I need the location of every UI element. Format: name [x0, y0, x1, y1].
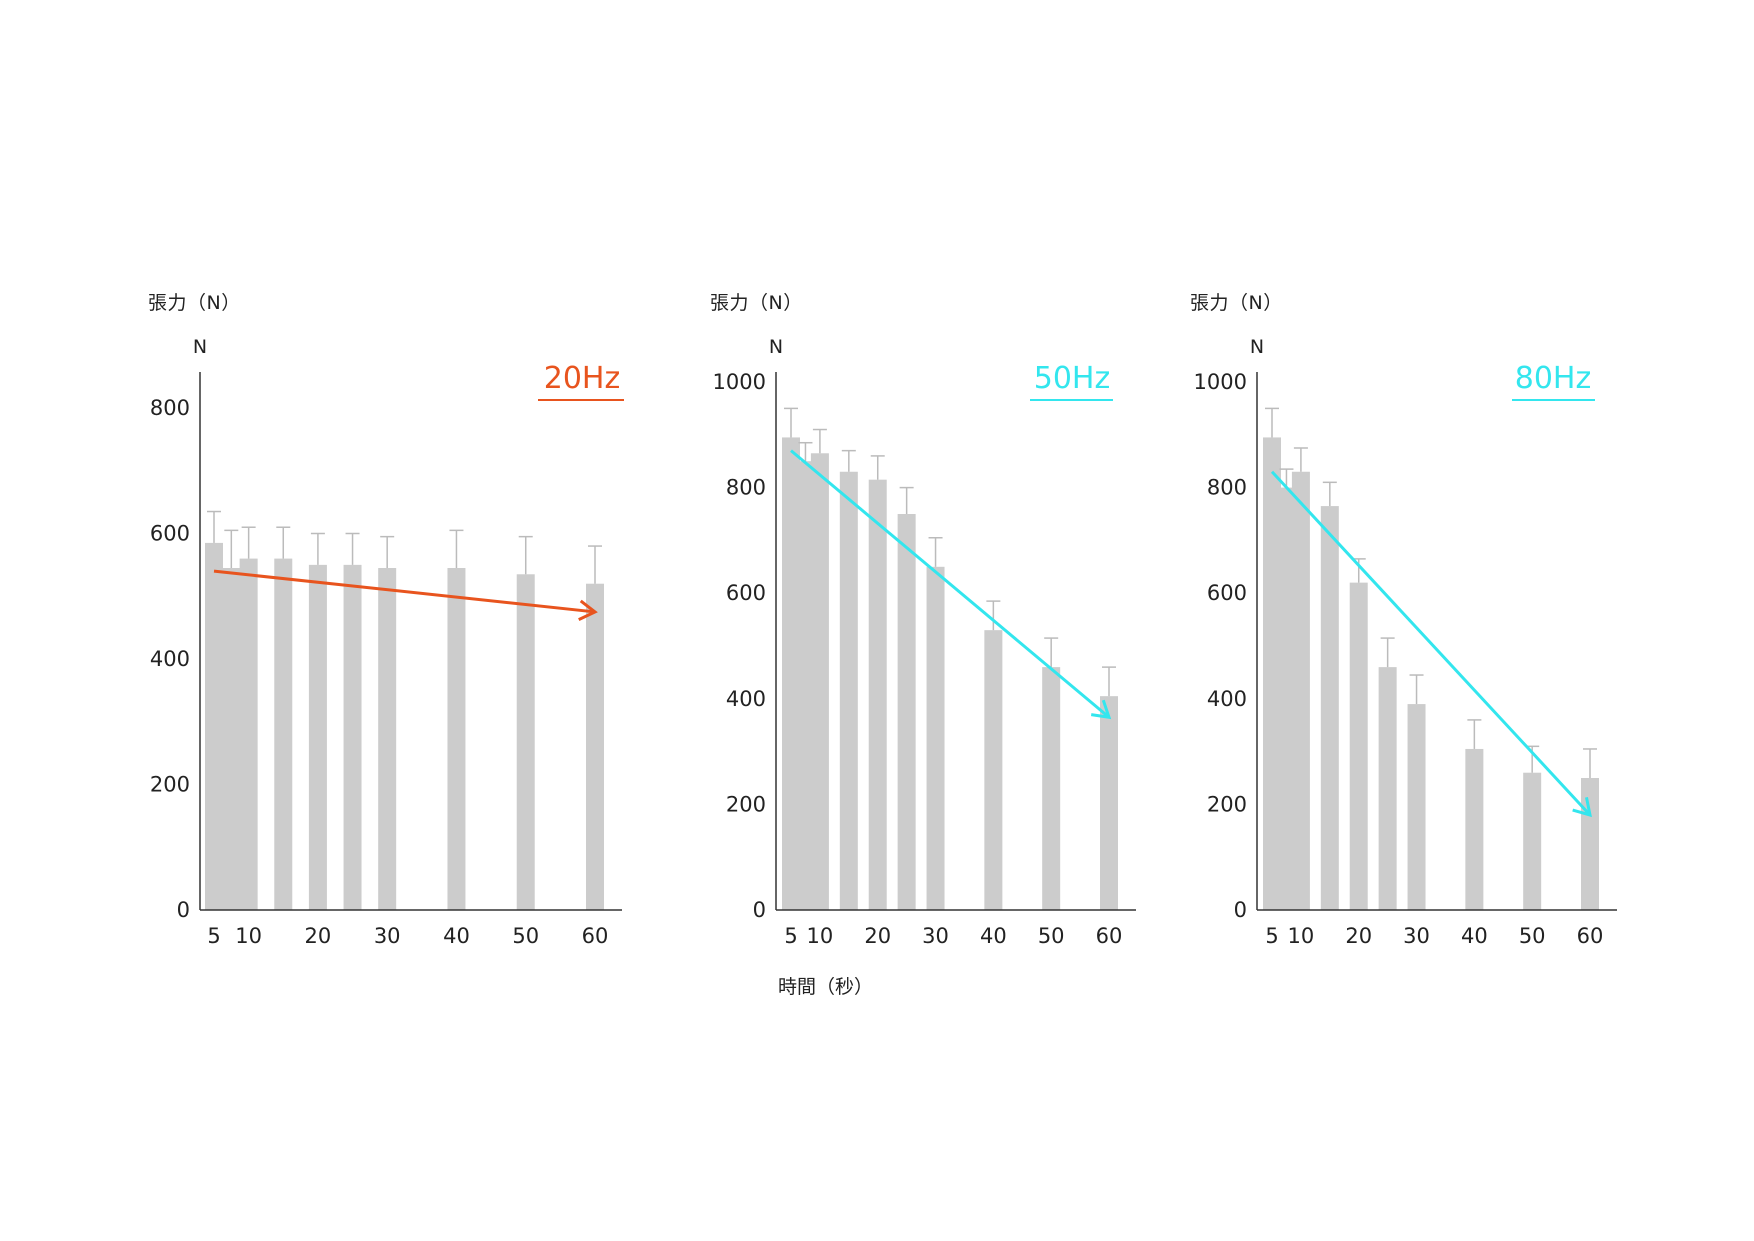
x-tick-label: 60	[582, 924, 609, 948]
y-unit-label: N	[1250, 336, 1264, 358]
bar	[897, 514, 916, 910]
x-tick-label: 60	[1577, 924, 1604, 948]
bar	[1378, 667, 1397, 910]
x-tick-label: 50	[1038, 924, 1065, 948]
trend-arrow-head	[578, 599, 598, 622]
y-tick-label: 600	[150, 522, 190, 546]
y-unit-label: N	[193, 336, 207, 358]
y-tick-label: 0	[753, 898, 766, 922]
y-tick-label: 600	[1207, 581, 1247, 605]
bar	[782, 437, 800, 910]
trend-arrow-line	[790, 449, 1110, 719]
x-tick-label: 30	[922, 924, 949, 948]
bar	[1320, 506, 1339, 910]
bar	[274, 558, 293, 910]
frequency-badge: 50Hz	[1034, 361, 1110, 396]
frequency-badge: 20Hz	[544, 361, 620, 396]
y-tick-label: 800	[150, 396, 190, 420]
x-tick-label: 20	[1345, 924, 1372, 948]
bar	[378, 568, 397, 910]
bar	[343, 564, 362, 910]
y-tick-label: 400	[726, 687, 766, 711]
x-tick-label: 50	[512, 924, 539, 948]
y-tick-label: 800	[1207, 476, 1247, 500]
bar	[1042, 667, 1061, 910]
x-tick-label: 10	[1288, 924, 1315, 948]
bar	[516, 574, 535, 910]
x-tick-label: 40	[1461, 924, 1488, 948]
bar	[447, 568, 466, 910]
bar	[205, 542, 223, 910]
x-tick-label: 30	[1403, 924, 1430, 948]
x-tick-label: 5	[784, 924, 797, 948]
y-tick-label: 200	[726, 792, 766, 816]
y-tick-label: 1000	[713, 370, 766, 394]
y-tick-label: 400	[1207, 687, 1247, 711]
bar	[308, 564, 327, 910]
y-tick-label: 0	[177, 898, 190, 922]
bar	[222, 568, 241, 910]
bar	[1523, 772, 1542, 910]
x-tick-label: 20	[864, 924, 891, 948]
y-tick-label: 1000	[1194, 370, 1247, 394]
y-tick-label: 200	[150, 773, 190, 797]
x-tick-label: 40	[980, 924, 1007, 948]
bar	[1349, 582, 1368, 910]
panel-1-ylabel: 張力（N）	[148, 292, 241, 314]
x-axis-title: 時間（秒）	[778, 976, 874, 998]
x-tick-label: 10	[235, 924, 262, 948]
bar	[1291, 471, 1310, 910]
x-tick-label: 30	[374, 924, 401, 948]
y-tick-label: 600	[726, 581, 766, 605]
x-tick-label: 5	[207, 924, 220, 948]
trend-arrow-line	[1270, 470, 1592, 816]
trend-arrow-line	[213, 569, 596, 614]
trend-arrow-head	[1090, 699, 1112, 720]
y-tick-label: 200	[1207, 792, 1247, 816]
y-tick-label: 800	[726, 476, 766, 500]
y-tick-label: 0	[1234, 898, 1247, 922]
panel-3-ylabel: 張力（N）	[1190, 292, 1283, 314]
x-tick-label: 20	[305, 924, 332, 948]
bar	[984, 630, 1003, 910]
bar	[810, 453, 829, 910]
bar	[1100, 696, 1118, 910]
bar	[839, 471, 858, 910]
bar	[868, 479, 887, 910]
y-unit-label: N	[769, 336, 783, 358]
bar	[1263, 437, 1281, 910]
x-tick-label: 60	[1096, 924, 1123, 948]
bar	[1581, 778, 1599, 910]
panel-2-ylabel: 張力（N）	[710, 292, 803, 314]
bar	[586, 583, 604, 910]
trend-arrow-head	[1572, 797, 1592, 818]
bar	[926, 566, 945, 910]
bar	[1407, 704, 1426, 910]
x-tick-label: 10	[807, 924, 834, 948]
y-tick-label: 400	[150, 647, 190, 671]
bar	[796, 461, 815, 910]
x-tick-label: 50	[1519, 924, 1546, 948]
x-tick-label: 40	[443, 924, 470, 948]
bar	[1277, 487, 1296, 910]
bar	[239, 558, 258, 910]
bar	[1465, 748, 1484, 910]
frequency-badge: 80Hz	[1515, 361, 1591, 396]
x-tick-label: 5	[1265, 924, 1278, 948]
